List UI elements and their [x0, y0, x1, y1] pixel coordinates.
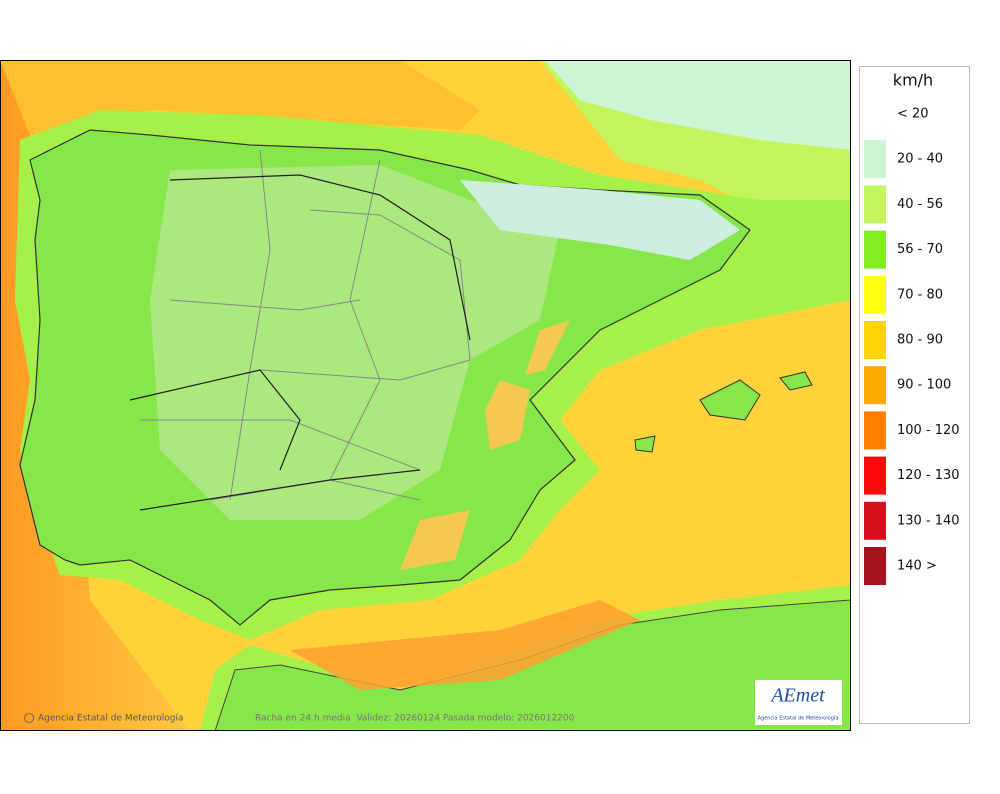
legend-swatch	[864, 230, 886, 269]
legend-swatch	[864, 547, 886, 585]
cantabrian-sea	[0, 60, 480, 160]
legend-label: 40 - 56	[897, 197, 943, 212]
legend-label: 90 - 100	[897, 378, 951, 393]
map-border	[0, 60, 851, 731]
legend-label: 130 - 140	[897, 513, 960, 528]
logo: AEmet	[769, 685, 825, 707]
legend-label: 56 - 70	[897, 242, 943, 257]
legend-title: km/h	[893, 71, 933, 90]
map	[0, 60, 851, 731]
legend-label: 140 >	[897, 559, 937, 574]
france-calm	[545, 60, 851, 150]
legend-swatch	[864, 411, 886, 450]
legend-swatch	[864, 501, 886, 540]
alboran-gust	[290, 600, 640, 690]
copyright-icon	[24, 713, 34, 723]
caption: Racha en 24 h media Validez: 20260124 Pa…	[255, 714, 575, 724]
legend-swatch	[864, 275, 886, 314]
legend-swatch	[864, 185, 886, 224]
logo-subtitle: Agencia Estatal de Meteorología	[758, 715, 839, 722]
gust-high	[400, 320, 570, 570]
legend-label: < 20	[897, 107, 929, 122]
pyrenees	[460, 180, 740, 260]
meseta	[150, 165, 560, 520]
legend-swatch	[864, 366, 886, 405]
legend-label: 70 - 80	[897, 287, 943, 302]
legend-label: 20 - 40	[897, 152, 943, 167]
legend-swatch	[864, 140, 886, 179]
region-borders	[129, 174, 471, 511]
legend-swatch	[864, 321, 886, 359]
logo-box	[755, 680, 842, 725]
legend-label: 120 - 130	[897, 468, 960, 483]
legend-label: 100 - 120	[897, 423, 960, 438]
attribution: Agencia Estatal de Meteorología	[38, 714, 184, 724]
legend-items: < 20 20 - 40 40 - 56 56 - 70 70 - 80 80 - 90 9…	[864, 107, 960, 585]
legend-label: 80 - 90	[897, 333, 943, 348]
balearic-islands	[634, 371, 813, 453]
legend-swatch	[864, 456, 886, 495]
